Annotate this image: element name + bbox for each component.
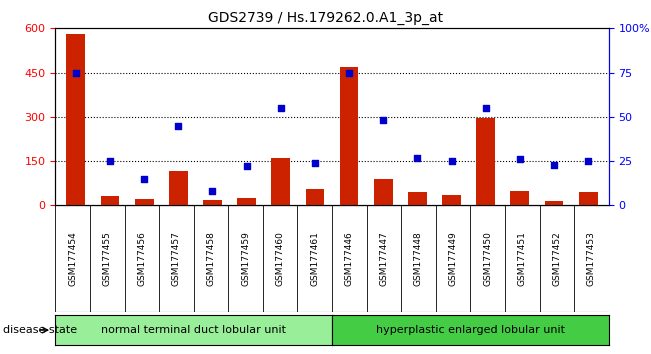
Text: GSM177461: GSM177461 [311,231,319,286]
Text: GSM177446: GSM177446 [345,231,353,286]
Point [310,160,320,166]
Text: GSM177450: GSM177450 [483,231,492,286]
Bar [66,34,85,205]
Point [412,155,422,160]
Bar [374,179,393,205]
Point [105,158,115,164]
Point [480,105,491,111]
Text: GSM177452: GSM177452 [552,231,561,286]
Bar [101,196,119,205]
Point [447,158,457,164]
Point [515,156,525,162]
Bar [169,171,187,205]
Bar [271,158,290,205]
Bar [340,67,359,205]
Text: GSM177457: GSM177457 [172,231,181,286]
Point [549,162,559,167]
Text: GSM177459: GSM177459 [241,231,250,286]
Bar [237,198,256,205]
Text: GDS2739 / Hs.179262.0.A1_3p_at: GDS2739 / Hs.179262.0.A1_3p_at [208,11,443,25]
Text: disease state: disease state [3,325,77,335]
Point [70,70,81,75]
Text: hyperplastic enlarged lobular unit: hyperplastic enlarged lobular unit [376,325,565,335]
Point [344,70,354,75]
Point [242,164,252,169]
Text: GSM177453: GSM177453 [587,231,596,286]
Bar [305,189,324,205]
Point [139,176,149,182]
Bar [545,201,563,205]
Text: GSM177449: GSM177449 [449,231,458,286]
Point [275,105,286,111]
Bar [579,192,598,205]
Text: GSM177458: GSM177458 [206,231,215,286]
Bar [408,192,427,205]
Point [583,158,594,164]
Text: GSM177448: GSM177448 [414,231,423,286]
Text: normal terminal duct lobular unit: normal terminal duct lobular unit [101,325,286,335]
Point [378,118,389,123]
Text: GSM177451: GSM177451 [518,231,527,286]
Bar [203,200,222,205]
Text: GSM177455: GSM177455 [103,231,112,286]
Text: GSM177447: GSM177447 [380,231,389,286]
Text: GSM177456: GSM177456 [137,231,146,286]
Text: GSM177460: GSM177460 [275,231,284,286]
Text: GSM177454: GSM177454 [68,231,77,286]
Bar [510,190,529,205]
Bar [135,199,154,205]
Point [207,188,217,194]
Point [173,123,184,129]
Bar [442,195,461,205]
Bar [477,118,495,205]
